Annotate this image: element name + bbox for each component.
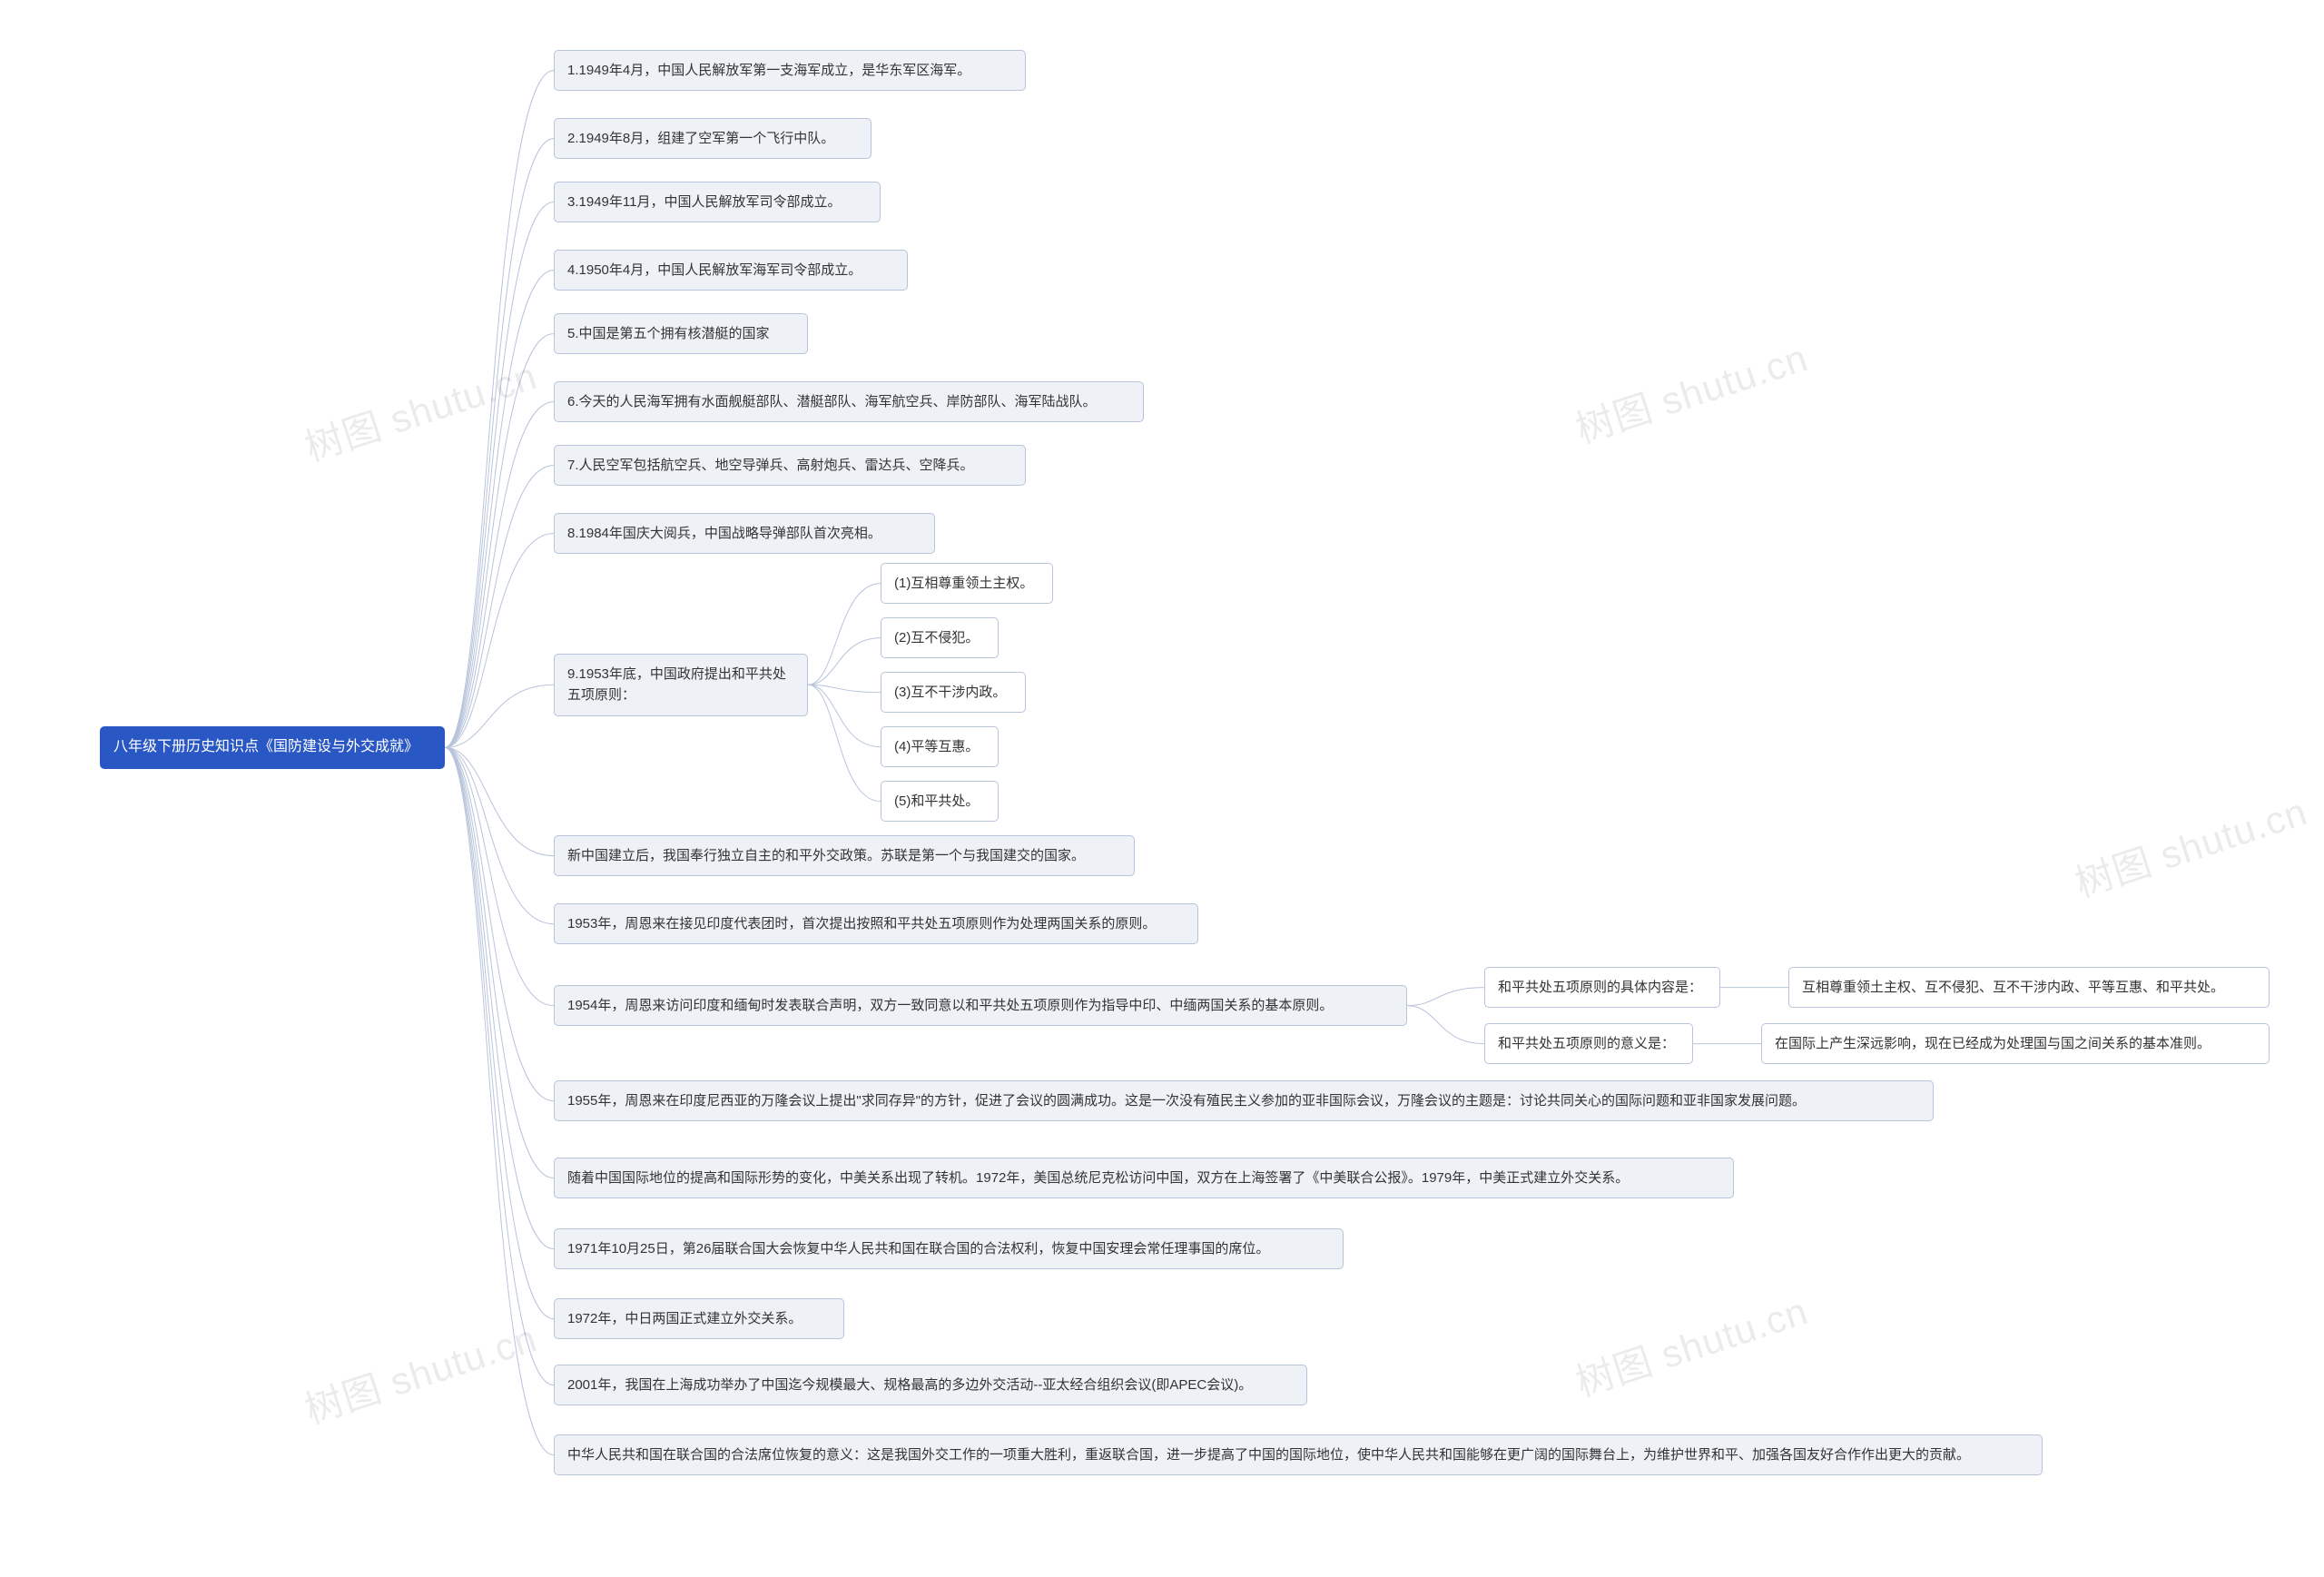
mindmap-node: 3.1949年11月，中国人民解放军司令部成立。	[554, 182, 881, 222]
mindmap-node: 7.人民空军包括航空兵、地空导弹兵、高射炮兵、雷达兵、空降兵。	[554, 445, 1026, 486]
mindmap-node: 8.1984年国庆大阅兵，中国战略导弹部队首次亮相。	[554, 513, 935, 554]
mindmap-node: 6.今天的人民海军拥有水面舰艇部队、潜艇部队、海军航空兵、岸防部队、海军陆战队。	[554, 381, 1144, 422]
mindmap-node: 1.1949年4月，中国人民解放军第一支海军成立，是华东军区海军。	[554, 50, 1026, 91]
watermark: 树图 shutu.cn	[2067, 781, 2313, 908]
mindmap-node: 互相尊重领土主权、互不侵犯、互不干涉内政、平等互惠、和平共处。	[1788, 967, 2270, 1008]
watermark: 树图 shutu.cn	[1568, 1280, 1814, 1407]
mindmap-node: 八年级下册历史知识点《国防建设与外交成就》	[100, 726, 445, 769]
mindmap-node: 在国际上产生深远影响，现在已经成为处理国与国之间关系的基本准则。	[1761, 1023, 2270, 1064]
mindmap-node: 9.1953年底，中国政府提出和平共处五项原则：	[554, 654, 808, 716]
watermark: 树图 shutu.cn	[297, 345, 543, 472]
watermark: 树图 shutu.cn	[1568, 327, 1814, 454]
mindmap-node: 新中国建立后，我国奉行独立自主的和平外交政策。苏联是第一个与我国建交的国家。	[554, 835, 1135, 876]
mindmap-node: 2001年，我国在上海成功举办了中国迄今规模最大、规格最高的多边外交活动--亚太…	[554, 1365, 1307, 1405]
mindmap-node: 2.1949年8月，组建了空军第一个飞行中队。	[554, 118, 872, 159]
connectors-svg	[0, 0, 2324, 1577]
mindmap-node: 和平共处五项原则的具体内容是：	[1484, 967, 1720, 1008]
mindmap-node: 随着中国国际地位的提高和国际形势的变化，中美关系出现了转机。1972年，美国总统…	[554, 1158, 1734, 1198]
mindmap-node: 5.中国是第五个拥有核潜艇的国家	[554, 313, 808, 354]
mindmap-node: 4.1950年4月，中国人民解放军海军司令部成立。	[554, 250, 908, 291]
mindmap-node: 和平共处五项原则的意义是：	[1484, 1023, 1693, 1064]
mindmap-node: (1)互相尊重领土主权。	[881, 563, 1053, 604]
mindmap-node: 中华人民共和国在联合国的合法席位恢复的意义：这是我国外交工作的一项重大胜利，重返…	[554, 1434, 2043, 1475]
mindmap-node: 1955年，周恩来在印度尼西亚的万隆会议上提出"求同存异"的方针，促进了会议的圆…	[554, 1080, 1934, 1121]
mindmap-node: (5)和平共处。	[881, 781, 999, 822]
mindmap-node: 1972年，中日两国正式建立外交关系。	[554, 1298, 844, 1339]
mindmap-node: (3)互不干涉内政。	[881, 672, 1026, 713]
mindmap-node: 1971年10月25日，第26届联合国大会恢复中华人民共和国在联合国的合法权利，…	[554, 1228, 1344, 1269]
mindmap-node: 1953年，周恩来在接见印度代表团时，首次提出按照和平共处五项原则作为处理两国关…	[554, 903, 1198, 944]
mindmap-node: (4)平等互惠。	[881, 726, 999, 767]
watermark: 树图 shutu.cn	[297, 1307, 543, 1434]
mindmap-node: 1954年，周恩来访问印度和缅甸时发表联合声明，双方一致同意以和平共处五项原则作…	[554, 985, 1407, 1026]
mindmap-node: (2)互不侵犯。	[881, 617, 999, 658]
